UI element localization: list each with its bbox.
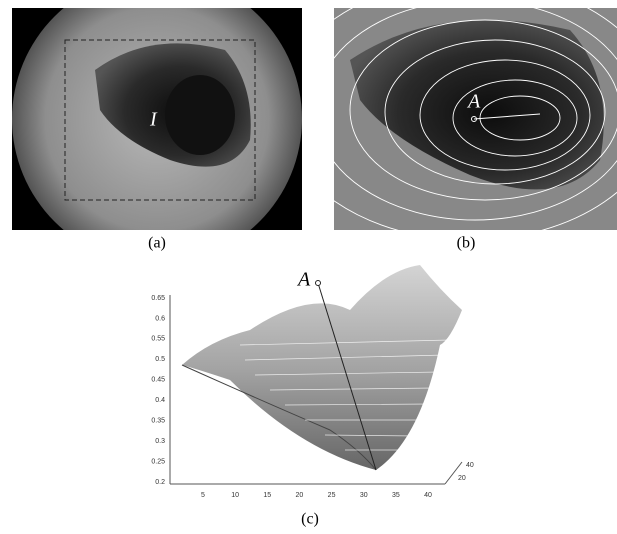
z-tick-label: 0.35 (151, 418, 165, 425)
y-tick-label: 20 (458, 475, 466, 482)
annotation-a-3d: A (296, 269, 311, 291)
panel-c-plot (170, 265, 462, 484)
z-tick-label: 0.2 (155, 479, 165, 486)
caption-b: (b) (457, 235, 476, 252)
x-tick-label: 35 (392, 492, 400, 499)
z-tick-label: 0.45 (151, 377, 165, 384)
x-tick-label: 5 (201, 492, 205, 499)
figure-canvas: I (a) A (b) (0, 0, 617, 534)
x-tick-label: 15 (263, 492, 271, 499)
z-tick-label: 0.6 (155, 315, 165, 322)
z-tick-label: 0.5 (155, 356, 165, 363)
caption-a: (a) (148, 235, 166, 252)
z-tick-label: 0.65 (151, 295, 165, 302)
figure: I (a) A (b) (0, 0, 617, 534)
x-tick-label: 20 (296, 492, 304, 499)
z-tick-label: 0.25 (151, 458, 165, 465)
panel-a-image (12, 0, 302, 264)
z-tick-label: 0.4 (155, 397, 165, 404)
x-tick-label: 30 (360, 492, 368, 499)
annotation-i: I (149, 109, 158, 131)
x-tick-label: 40 (424, 492, 432, 499)
panel-b-image (280, 0, 617, 240)
annotation-a: A (466, 91, 481, 113)
z-tick-label: 0.3 (155, 438, 165, 445)
y-tick-label: 40 (466, 462, 474, 469)
caption-c: (c) (301, 511, 319, 528)
x-tick-label: 10 (231, 492, 239, 499)
x-tick-label: 25 (328, 492, 336, 499)
z-tick-label: 0.55 (151, 336, 165, 343)
